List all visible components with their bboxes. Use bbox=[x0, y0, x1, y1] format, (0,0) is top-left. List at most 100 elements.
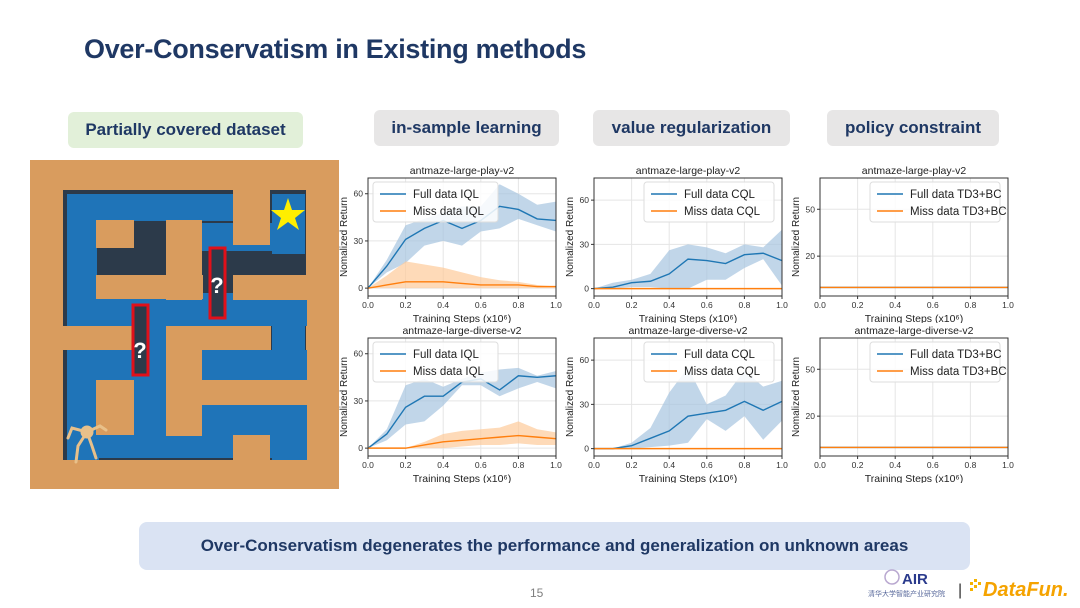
x-tick-label: 0.0 bbox=[362, 460, 374, 470]
plot-frame bbox=[819, 177, 1009, 297]
x-tick-label: 0.2 bbox=[626, 300, 638, 310]
band-full-data bbox=[594, 367, 782, 449]
band-miss-data bbox=[368, 421, 556, 449]
tag-partially-covered-dataset: Partially covered dataset bbox=[68, 112, 303, 148]
x-axis-label: Training Steps (x10⁶) bbox=[413, 313, 511, 323]
legend-box bbox=[869, 181, 1001, 223]
x-tick-label: 1.0 bbox=[550, 300, 562, 310]
maze-walls bbox=[30, 190, 339, 489]
slide-title: Over-Conservatism in Existing methods bbox=[84, 34, 587, 64]
goal-star-icon bbox=[271, 198, 305, 230]
chart-title: antmaze-large-play-v2 bbox=[862, 165, 967, 177]
x-tick-label: 0.2 bbox=[626, 460, 638, 470]
legend-label: Miss data CQL bbox=[684, 206, 761, 218]
chart-td3bc-play: antmaze-large-play-v2 0.0 0.2 0.4 0.6 0.8 1.0 2… bbox=[788, 163, 1014, 328]
air-logo-subtitle: 清华大学智能产业研究院 bbox=[868, 589, 945, 598]
y-tick-label: 30 bbox=[354, 236, 364, 246]
x-tick-label: 0.0 bbox=[814, 460, 826, 470]
x-tick-label: 0.6 bbox=[701, 460, 713, 470]
chart-svg: antmaze-large-diverse-v2 0.0 0.2 0.4 0.6 0.8 1… bbox=[791, 325, 1014, 485]
band-full-data bbox=[368, 184, 556, 289]
chart-svg: antmaze-large-play-v2 0.0 0.2 0.4 0.6 0.8 1.0 2… bbox=[791, 165, 1014, 325]
tsinghua-emblem-icon bbox=[884, 569, 900, 585]
x-tick-label: 0.4 bbox=[437, 300, 449, 310]
chart-svg: antmaze-large-play-v2 0.0 0.2 0.4 0.6 0.8 1.0 0… bbox=[339, 165, 562, 325]
chart-title: antmaze-large-play-v2 bbox=[636, 165, 741, 177]
conclusion-banner: Over-Conservatism degenerates the perfor… bbox=[139, 522, 970, 570]
x-tick-label: 0.8 bbox=[738, 460, 750, 470]
unknown-area-marker-1 bbox=[131, 303, 150, 377]
legend-label: Miss data TD3+BC bbox=[910, 366, 1007, 378]
chart-cql-play: antmaze-large-play-v2 0.0 0.2 0.4 0.6 0.8 1.0 0… bbox=[562, 163, 788, 328]
tag-policy-constraint: policy constraint bbox=[827, 110, 999, 146]
y-tick-label: 0 bbox=[358, 283, 363, 293]
line-miss-data bbox=[368, 434, 557, 449]
plot-frame bbox=[367, 177, 557, 297]
x-tick-label: 0.8 bbox=[512, 460, 524, 470]
chart-svg: antmaze-large-diverse-v2 0.0 0.2 0.4 0.6 0.8 1… bbox=[339, 325, 562, 485]
legend-box bbox=[372, 341, 499, 383]
y-tick-label: 50 bbox=[806, 364, 816, 374]
legend-label: Miss data IQL bbox=[413, 206, 485, 218]
unknown-area-marker-2 bbox=[208, 246, 227, 320]
x-tick-label: 0.6 bbox=[475, 300, 487, 310]
y-axis-label: Nomalized Return bbox=[791, 197, 802, 277]
chart-td3bc-diverse: antmaze-large-diverse-v2 0.0 0.2 0.4 0.6 0.8 1… bbox=[788, 323, 1014, 488]
datafun-logo-text: DataFun. bbox=[983, 579, 1069, 601]
x-tick-label: 1.0 bbox=[1002, 300, 1014, 310]
plot-frame bbox=[819, 337, 1009, 457]
x-tick-label: 0.4 bbox=[889, 300, 901, 310]
y-tick-label: 60 bbox=[354, 349, 364, 359]
x-tick-label: 0.8 bbox=[512, 300, 524, 310]
x-tick-label: 0.6 bbox=[701, 300, 713, 310]
x-tick-label: 1.0 bbox=[1002, 460, 1014, 470]
chart-svg: antmaze-large-play-v2 0.0 0.2 0.4 0.6 0.8 1.0 0… bbox=[565, 165, 788, 325]
y-tick-label: 50 bbox=[806, 204, 816, 214]
y-tick-label: 20 bbox=[806, 411, 816, 421]
y-tick-label: 0 bbox=[584, 444, 589, 454]
x-axis-label: Training Steps (x10⁶) bbox=[413, 473, 511, 483]
x-axis-label: Training Steps (x10⁶) bbox=[639, 473, 737, 483]
legend-label: Full data CQL bbox=[684, 349, 756, 361]
band-full-data bbox=[368, 367, 556, 449]
legend-box bbox=[643, 341, 775, 383]
legend-label: Full data IQL bbox=[413, 349, 479, 361]
y-axis-label: Nomalized Return bbox=[791, 357, 802, 437]
x-tick-label: 0.4 bbox=[889, 460, 901, 470]
tag-value-regularization: value regularization bbox=[593, 110, 790, 146]
x-tick-label: 0.2 bbox=[852, 300, 864, 310]
y-tick-label: 60 bbox=[354, 189, 364, 199]
legend-box bbox=[869, 341, 1001, 383]
y-tick-label: 0 bbox=[584, 284, 589, 294]
ant-robot-icon bbox=[66, 424, 108, 464]
legend-label: Miss data IQL bbox=[413, 366, 485, 378]
legend-label: Full data IQL bbox=[413, 189, 479, 201]
x-tick-label: 0.8 bbox=[738, 300, 750, 310]
y-tick-label: 30 bbox=[580, 399, 590, 409]
chart-title: antmaze-large-diverse-v2 bbox=[854, 325, 973, 337]
logo-divider: | bbox=[958, 582, 962, 599]
line-full-data bbox=[594, 400, 783, 450]
x-tick-label: 0.0 bbox=[814, 300, 826, 310]
legend-label: Miss data CQL bbox=[684, 366, 761, 378]
x-tick-label: 0.6 bbox=[475, 460, 487, 470]
x-tick-label: 1.0 bbox=[776, 460, 788, 470]
x-axis-label: Training Steps (x10⁶) bbox=[865, 313, 963, 323]
x-tick-label: 1.0 bbox=[550, 460, 562, 470]
plot-frame bbox=[367, 337, 557, 457]
x-tick-label: 0.8 bbox=[964, 300, 976, 310]
x-tick-label: 0.4 bbox=[437, 460, 449, 470]
legend-label: Miss data TD3+BC bbox=[910, 206, 1007, 218]
y-axis-label: Nomalized Return bbox=[339, 197, 350, 277]
maze-image: ? ? bbox=[30, 160, 339, 489]
chart-iql-play: antmaze-large-play-v2 0.0 0.2 0.4 0.6 0.8 1.0 0… bbox=[336, 163, 562, 328]
y-tick-label: 30 bbox=[580, 239, 590, 249]
tag-in-sample-learning: in-sample learning bbox=[374, 110, 559, 146]
datafun-dots-icon bbox=[970, 579, 981, 591]
chart-title: antmaze-large-play-v2 bbox=[410, 165, 515, 177]
chart-svg: antmaze-large-diverse-v2 0.0 0.2 0.4 0.6 0.8 1… bbox=[565, 325, 788, 485]
line-full-data bbox=[367, 205, 557, 289]
x-axis-label: Training Steps (x10⁶) bbox=[639, 313, 737, 323]
x-tick-label: 0.4 bbox=[663, 300, 675, 310]
x-tick-label: 0.6 bbox=[927, 460, 939, 470]
